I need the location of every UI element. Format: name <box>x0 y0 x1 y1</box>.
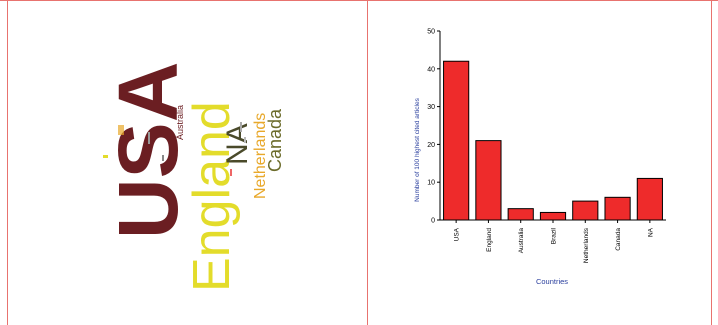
frame-right-line <box>711 0 712 325</box>
bar <box>443 60 470 221</box>
tiny-word-speck <box>230 169 232 176</box>
tiny-word-speck <box>103 155 108 158</box>
word-cloud-word: NA <box>221 123 254 165</box>
x-tick-label: Netherlands <box>583 227 590 263</box>
word-cloud-word: Australia <box>175 104 185 140</box>
tiny-word-speck <box>162 155 164 161</box>
y-tick-label: 0 <box>431 218 435 225</box>
x-axis-label: Countries <box>536 277 568 286</box>
x-tick-label: Brazil <box>551 227 558 244</box>
bar <box>604 196 631 221</box>
x-tick-label: Canada <box>615 228 622 251</box>
y-tick-label: 40 <box>427 66 435 73</box>
bar <box>636 177 663 221</box>
tiny-word-speck <box>118 125 124 135</box>
tiny-word-speck <box>240 122 242 132</box>
y-axis-label: Number of 100 highest cited articles <box>414 97 421 201</box>
y-tick-label: 30 <box>427 104 435 111</box>
tiny-word-speck <box>244 137 246 143</box>
word-cloud: USA England NA Netherlands Canada Austra… <box>8 7 367 325</box>
bar <box>475 140 502 221</box>
x-tick-label: Australia <box>518 228 525 254</box>
frame-left-line <box>7 0 8 325</box>
word-cloud-word: USA <box>101 61 195 239</box>
y-tick-label: 50 <box>427 29 435 36</box>
x-tick-label: NA <box>647 227 654 237</box>
tiny-word-speck <box>148 132 150 144</box>
bar-chart: 0 10 20 30 40 50 USA England Australia Brazil Neth… <box>414 29 666 286</box>
bar <box>539 211 567 221</box>
frame-top-line <box>0 0 718 1</box>
bar <box>507 208 534 221</box>
x-tick-label: USA <box>454 227 461 241</box>
bar <box>572 200 599 221</box>
y-tick-label: 20 <box>427 142 435 149</box>
y-tick-label: 10 <box>427 180 435 187</box>
panel-divider-line <box>367 0 368 325</box>
x-tick-label: England <box>486 228 493 252</box>
word-cloud-word: Canada <box>265 108 285 172</box>
